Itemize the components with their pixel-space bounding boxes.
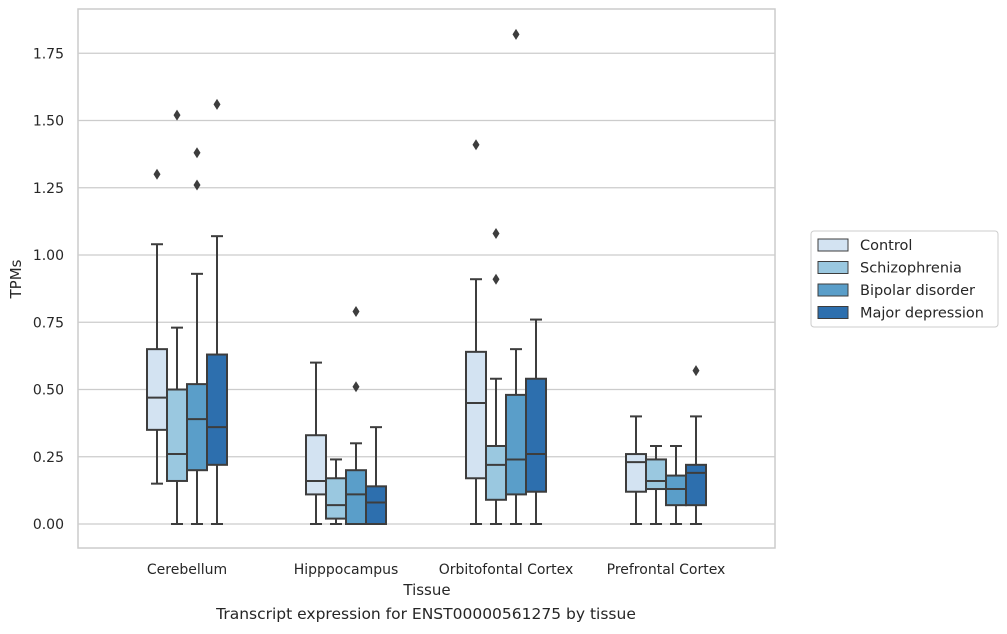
y-tick-label: 1.00 xyxy=(33,248,64,264)
box-control xyxy=(146,168,168,485)
box-iqr xyxy=(685,463,707,507)
box-bipolar-disorder xyxy=(665,444,687,525)
legend-swatch xyxy=(817,261,849,274)
outlier-point xyxy=(492,227,500,239)
outlier-point xyxy=(193,147,201,159)
x-tick-label: Prefrontal Cortex xyxy=(607,562,726,578)
plot-frame xyxy=(77,8,776,549)
y-tick-label: 1.75 xyxy=(33,46,64,62)
y-tick-label: 0.50 xyxy=(33,383,64,399)
y-tick-label: 0.25 xyxy=(33,450,64,466)
box-iqr xyxy=(665,474,687,507)
outlier-point xyxy=(173,109,181,121)
box-bipolar-disorder xyxy=(505,28,527,525)
box-major-depression xyxy=(206,98,228,525)
y-tick-label: 0.75 xyxy=(33,315,64,331)
y-tick-label: 1.50 xyxy=(33,114,64,130)
box-iqr xyxy=(325,477,347,520)
figure-caption: Transcript expression for ENST0000056127… xyxy=(216,605,636,623)
box-iqr xyxy=(166,388,188,482)
box-major-depression xyxy=(685,365,707,525)
y-tick-label: 0.00 xyxy=(33,517,64,533)
box-bipolar-disorder xyxy=(345,305,367,526)
box-iqr xyxy=(465,350,487,480)
box-iqr xyxy=(645,458,667,491)
plot-area xyxy=(146,28,707,526)
x-tick-label: Hipppocampus xyxy=(294,562,399,578)
y-axis-label: TPMs xyxy=(7,259,25,299)
legend-swatch xyxy=(817,238,849,252)
box-major-depression xyxy=(525,318,547,525)
legend: Control Schizophrenia Bipolar disorder Majo… xyxy=(810,230,999,328)
outlier-point xyxy=(352,305,360,317)
box-iqr xyxy=(146,348,168,431)
box-major-depression xyxy=(365,426,387,525)
x-tick-label: Cerebellum xyxy=(147,562,227,578)
outlier-point xyxy=(692,365,700,377)
outlier-point xyxy=(512,28,520,40)
legend-label: Schizophrenia xyxy=(860,261,962,277)
outlier-point xyxy=(153,168,161,180)
box-schizophrenia xyxy=(325,458,347,525)
outlier-point xyxy=(193,179,201,191)
box-control xyxy=(465,139,487,525)
box-schizophrenia xyxy=(485,227,507,525)
x-tick-label: Orbitofontal Cortex xyxy=(439,562,574,578)
legend-label: Control xyxy=(860,238,912,254)
box-schizophrenia xyxy=(645,444,667,525)
legend-swatch xyxy=(817,283,849,297)
legend-frame xyxy=(810,230,999,328)
box-schizophrenia xyxy=(166,109,188,525)
y-tick-label: 1.25 xyxy=(33,181,64,197)
legend-label: Major depression xyxy=(860,306,984,322)
box-control xyxy=(625,415,647,525)
axes: 0.00 0.25 0.50 0.75 1.00 1.25 1.50 1.75 Cerebell… xyxy=(33,8,776,578)
box-bipolar-disorder xyxy=(186,147,208,525)
box-iqr xyxy=(345,469,367,526)
box-iqr xyxy=(625,453,647,493)
box-iqr xyxy=(186,383,208,472)
outlier-point xyxy=(472,139,480,151)
x-axis-label: Tissue xyxy=(402,581,450,599)
box-iqr xyxy=(485,444,507,501)
box-control xyxy=(305,361,327,525)
box-iqr xyxy=(505,393,527,496)
outlier-point xyxy=(492,273,500,285)
outlier-point xyxy=(352,381,360,393)
box-iqr xyxy=(305,434,327,496)
outlier-point xyxy=(213,98,221,110)
box-iqr xyxy=(525,377,547,493)
legend-label: Bipolar disorder xyxy=(860,283,975,299)
box-iqr xyxy=(206,353,228,466)
legend-swatch xyxy=(817,306,849,319)
box-iqr xyxy=(365,485,387,525)
